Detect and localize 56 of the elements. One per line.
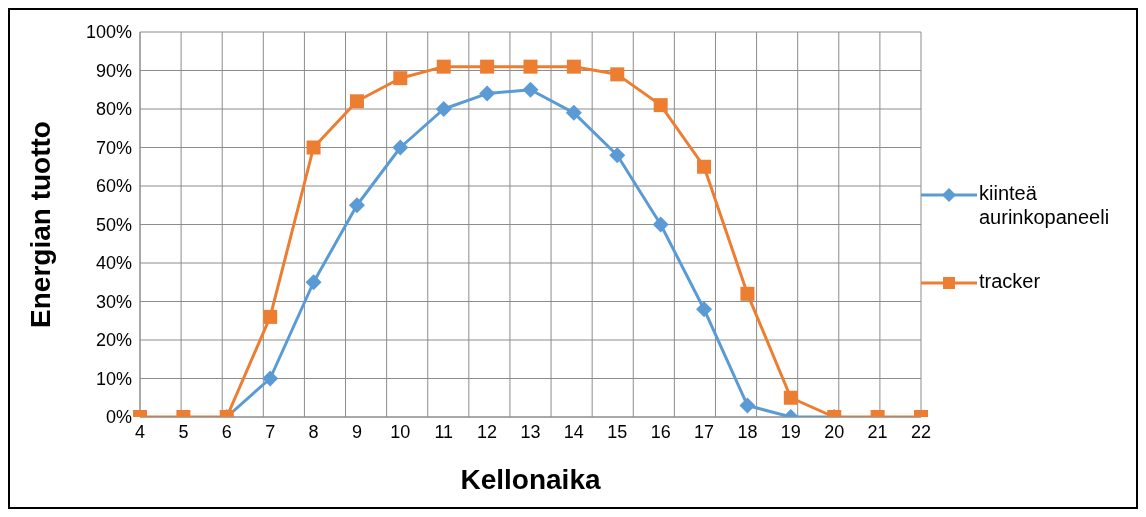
point bbox=[306, 140, 321, 155]
x-tick-label: 6 bbox=[221, 421, 232, 442]
x-tick-label: 10 bbox=[390, 421, 411, 442]
point bbox=[480, 59, 495, 74]
y-tick-label: 90% bbox=[95, 60, 132, 81]
point bbox=[523, 59, 538, 74]
x-tick-label: 21 bbox=[867, 421, 888, 442]
point bbox=[305, 274, 322, 291]
y-tick-label: 0% bbox=[105, 407, 132, 428]
point bbox=[436, 59, 451, 74]
y-tick-label: 100% bbox=[85, 22, 132, 43]
point bbox=[697, 159, 712, 174]
point bbox=[392, 139, 409, 156]
x-tick-label: 7 bbox=[265, 421, 276, 442]
x-tick-label: 9 bbox=[351, 421, 362, 442]
legend-label: kiinteä aurinkopaneeli bbox=[979, 181, 1111, 229]
y-axis-title: Energian tuotto bbox=[24, 121, 56, 328]
point bbox=[653, 98, 668, 113]
x-tick-label: 12 bbox=[477, 421, 498, 442]
point bbox=[349, 94, 364, 109]
x-tick-label: 15 bbox=[607, 421, 628, 442]
y-tick-label: 80% bbox=[95, 99, 132, 120]
x-tick-label: 14 bbox=[563, 421, 584, 442]
x-tick-label: 4 bbox=[134, 421, 146, 442]
x-tick-label: 22 bbox=[910, 421, 932, 442]
point bbox=[652, 216, 669, 233]
point bbox=[609, 147, 626, 164]
point bbox=[522, 81, 539, 98]
point bbox=[348, 197, 365, 214]
x-tick-label: 18 bbox=[737, 421, 758, 442]
point bbox=[393, 71, 408, 86]
y-tick-label: 50% bbox=[95, 214, 132, 235]
y-tick-label: 20% bbox=[95, 330, 132, 351]
point bbox=[263, 309, 278, 324]
x-tick-label: 16 bbox=[650, 421, 671, 442]
point bbox=[740, 286, 755, 301]
y-tick-label: 40% bbox=[95, 253, 132, 274]
x-tick-label: 20 bbox=[824, 421, 845, 442]
x-tick-label: 5 bbox=[178, 421, 189, 442]
y-tick-label: 10% bbox=[95, 368, 132, 389]
x-tick-label: 13 bbox=[520, 421, 541, 442]
x-axis-title: Kellonaika bbox=[460, 464, 601, 495]
x-tick-label: 8 bbox=[308, 421, 319, 442]
legend-label: tracker bbox=[979, 269, 1041, 293]
y-tick-label: 70% bbox=[95, 137, 132, 158]
point bbox=[610, 67, 625, 82]
x-tick-label: 17 bbox=[694, 421, 715, 442]
y-tick-label: 60% bbox=[95, 176, 132, 197]
point bbox=[435, 101, 452, 117]
y-tick-label: 30% bbox=[95, 291, 132, 312]
point bbox=[566, 59, 581, 74]
x-tick-label: 11 bbox=[434, 421, 454, 442]
point bbox=[565, 104, 582, 121]
point bbox=[479, 85, 496, 102]
x-tick-label: 19 bbox=[780, 421, 801, 442]
point bbox=[696, 301, 713, 318]
